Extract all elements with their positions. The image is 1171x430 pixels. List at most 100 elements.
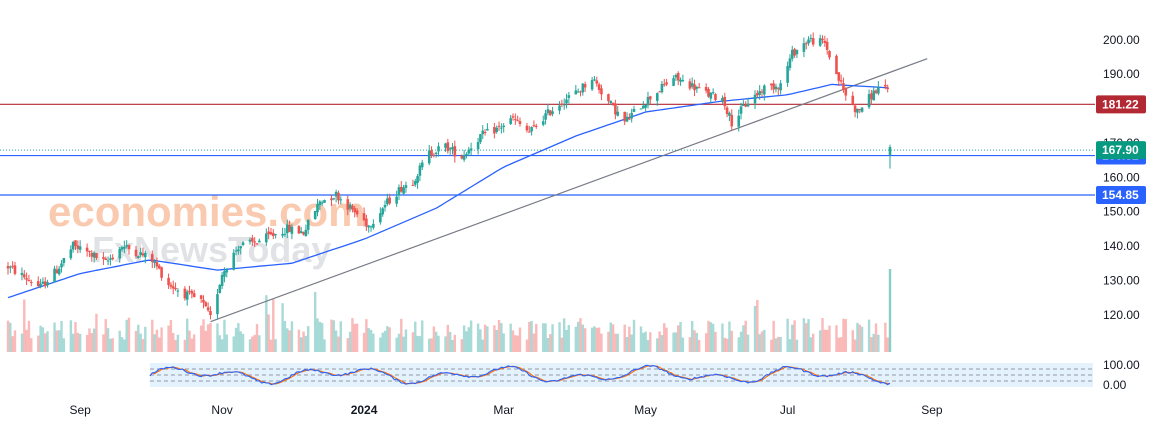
volume-bar <box>281 303 284 352</box>
candle <box>818 34 822 47</box>
volume-bar <box>528 321 531 352</box>
candle-body <box>607 94 610 102</box>
candle <box>853 104 857 118</box>
candle-body <box>416 176 419 183</box>
oscillator-tick-label: 0.00 <box>1103 378 1127 392</box>
candle-body <box>281 233 284 236</box>
candle-body <box>169 284 173 287</box>
volume-bar <box>137 324 140 352</box>
candle <box>137 255 140 259</box>
candle-body <box>290 226 294 234</box>
candle <box>746 97 750 108</box>
volume-bar <box>155 329 159 352</box>
candle-body <box>118 249 122 259</box>
candle <box>299 227 303 234</box>
candle-body <box>95 253 98 258</box>
volume-bar <box>807 319 810 352</box>
volume-bar <box>530 321 533 352</box>
candle-body <box>558 105 561 111</box>
candle-body <box>655 93 659 101</box>
candle <box>630 108 633 123</box>
candle-body <box>74 240 77 247</box>
volume-bar <box>558 322 561 352</box>
candle-body <box>625 116 629 122</box>
candle <box>339 196 343 205</box>
volume-bar <box>265 295 268 352</box>
candle-body <box>495 127 499 132</box>
volume-bar <box>365 319 368 352</box>
candle <box>155 257 159 270</box>
candle-body <box>446 142 450 152</box>
candle <box>399 181 403 193</box>
candle-body <box>39 283 42 287</box>
candle <box>46 279 49 288</box>
candle <box>607 93 610 105</box>
volume-bar <box>290 321 294 352</box>
candle <box>104 256 108 261</box>
candle <box>183 286 187 301</box>
volume-bar <box>642 332 645 352</box>
candle <box>330 195 333 206</box>
volume-bars <box>6 269 892 352</box>
candle-body <box>642 105 645 109</box>
candle-body <box>823 40 827 44</box>
price-tick-label: 150.00 <box>1103 205 1140 219</box>
volume-bar <box>104 319 107 352</box>
volume-bar <box>753 305 757 352</box>
candle-body <box>874 90 878 93</box>
candle <box>583 81 587 92</box>
candle-body <box>649 96 652 100</box>
trendline[interactable] <box>210 58 928 323</box>
candle <box>297 225 301 234</box>
candle-body <box>753 94 757 104</box>
candle-body <box>779 83 782 91</box>
candle <box>793 47 796 58</box>
candle <box>281 227 284 239</box>
candle-body <box>581 83 585 93</box>
candle <box>725 105 729 118</box>
candle-body <box>104 258 108 261</box>
candle <box>839 74 843 85</box>
candle-body <box>665 82 668 85</box>
price-axis[interactable]: 200.00190.00180.00170.00160.00150.00140.… <box>1103 33 1140 392</box>
volume-bar <box>383 330 387 352</box>
candle-body <box>160 267 163 278</box>
candle <box>202 295 205 309</box>
candle-body <box>386 198 389 205</box>
candle <box>106 256 110 266</box>
price-tick-label: 190.00 <box>1103 67 1140 81</box>
candle-body <box>809 37 813 39</box>
volume-bar <box>125 319 128 352</box>
candle-body <box>355 210 359 215</box>
candle <box>127 244 131 255</box>
candle <box>120 245 124 252</box>
candle <box>625 112 629 123</box>
time-axis[interactable]: Sep Nov 2024 Mar May Jul Sep <box>69 403 942 417</box>
volume-bar <box>185 318 189 352</box>
candle <box>763 84 766 101</box>
candle-body <box>851 95 855 104</box>
candle <box>837 72 841 87</box>
volume-bar <box>723 337 726 352</box>
volume-bar <box>414 321 417 352</box>
candle <box>434 151 438 158</box>
volume-bar <box>353 323 356 352</box>
volume-bar <box>625 336 629 352</box>
candle-body <box>420 162 424 168</box>
candle <box>576 88 580 93</box>
volume-bar <box>127 317 131 352</box>
candle <box>188 285 191 295</box>
volume-bar <box>451 339 454 352</box>
candle <box>416 174 419 189</box>
volume-bar <box>337 336 340 352</box>
candle-body <box>269 232 273 235</box>
candle <box>644 104 647 112</box>
volume-bar <box>469 320 473 352</box>
candle-body <box>888 147 892 155</box>
volume-bar <box>500 323 503 352</box>
volume-bar <box>109 338 112 352</box>
candle-body <box>534 125 538 127</box>
volume-bar <box>462 325 466 352</box>
